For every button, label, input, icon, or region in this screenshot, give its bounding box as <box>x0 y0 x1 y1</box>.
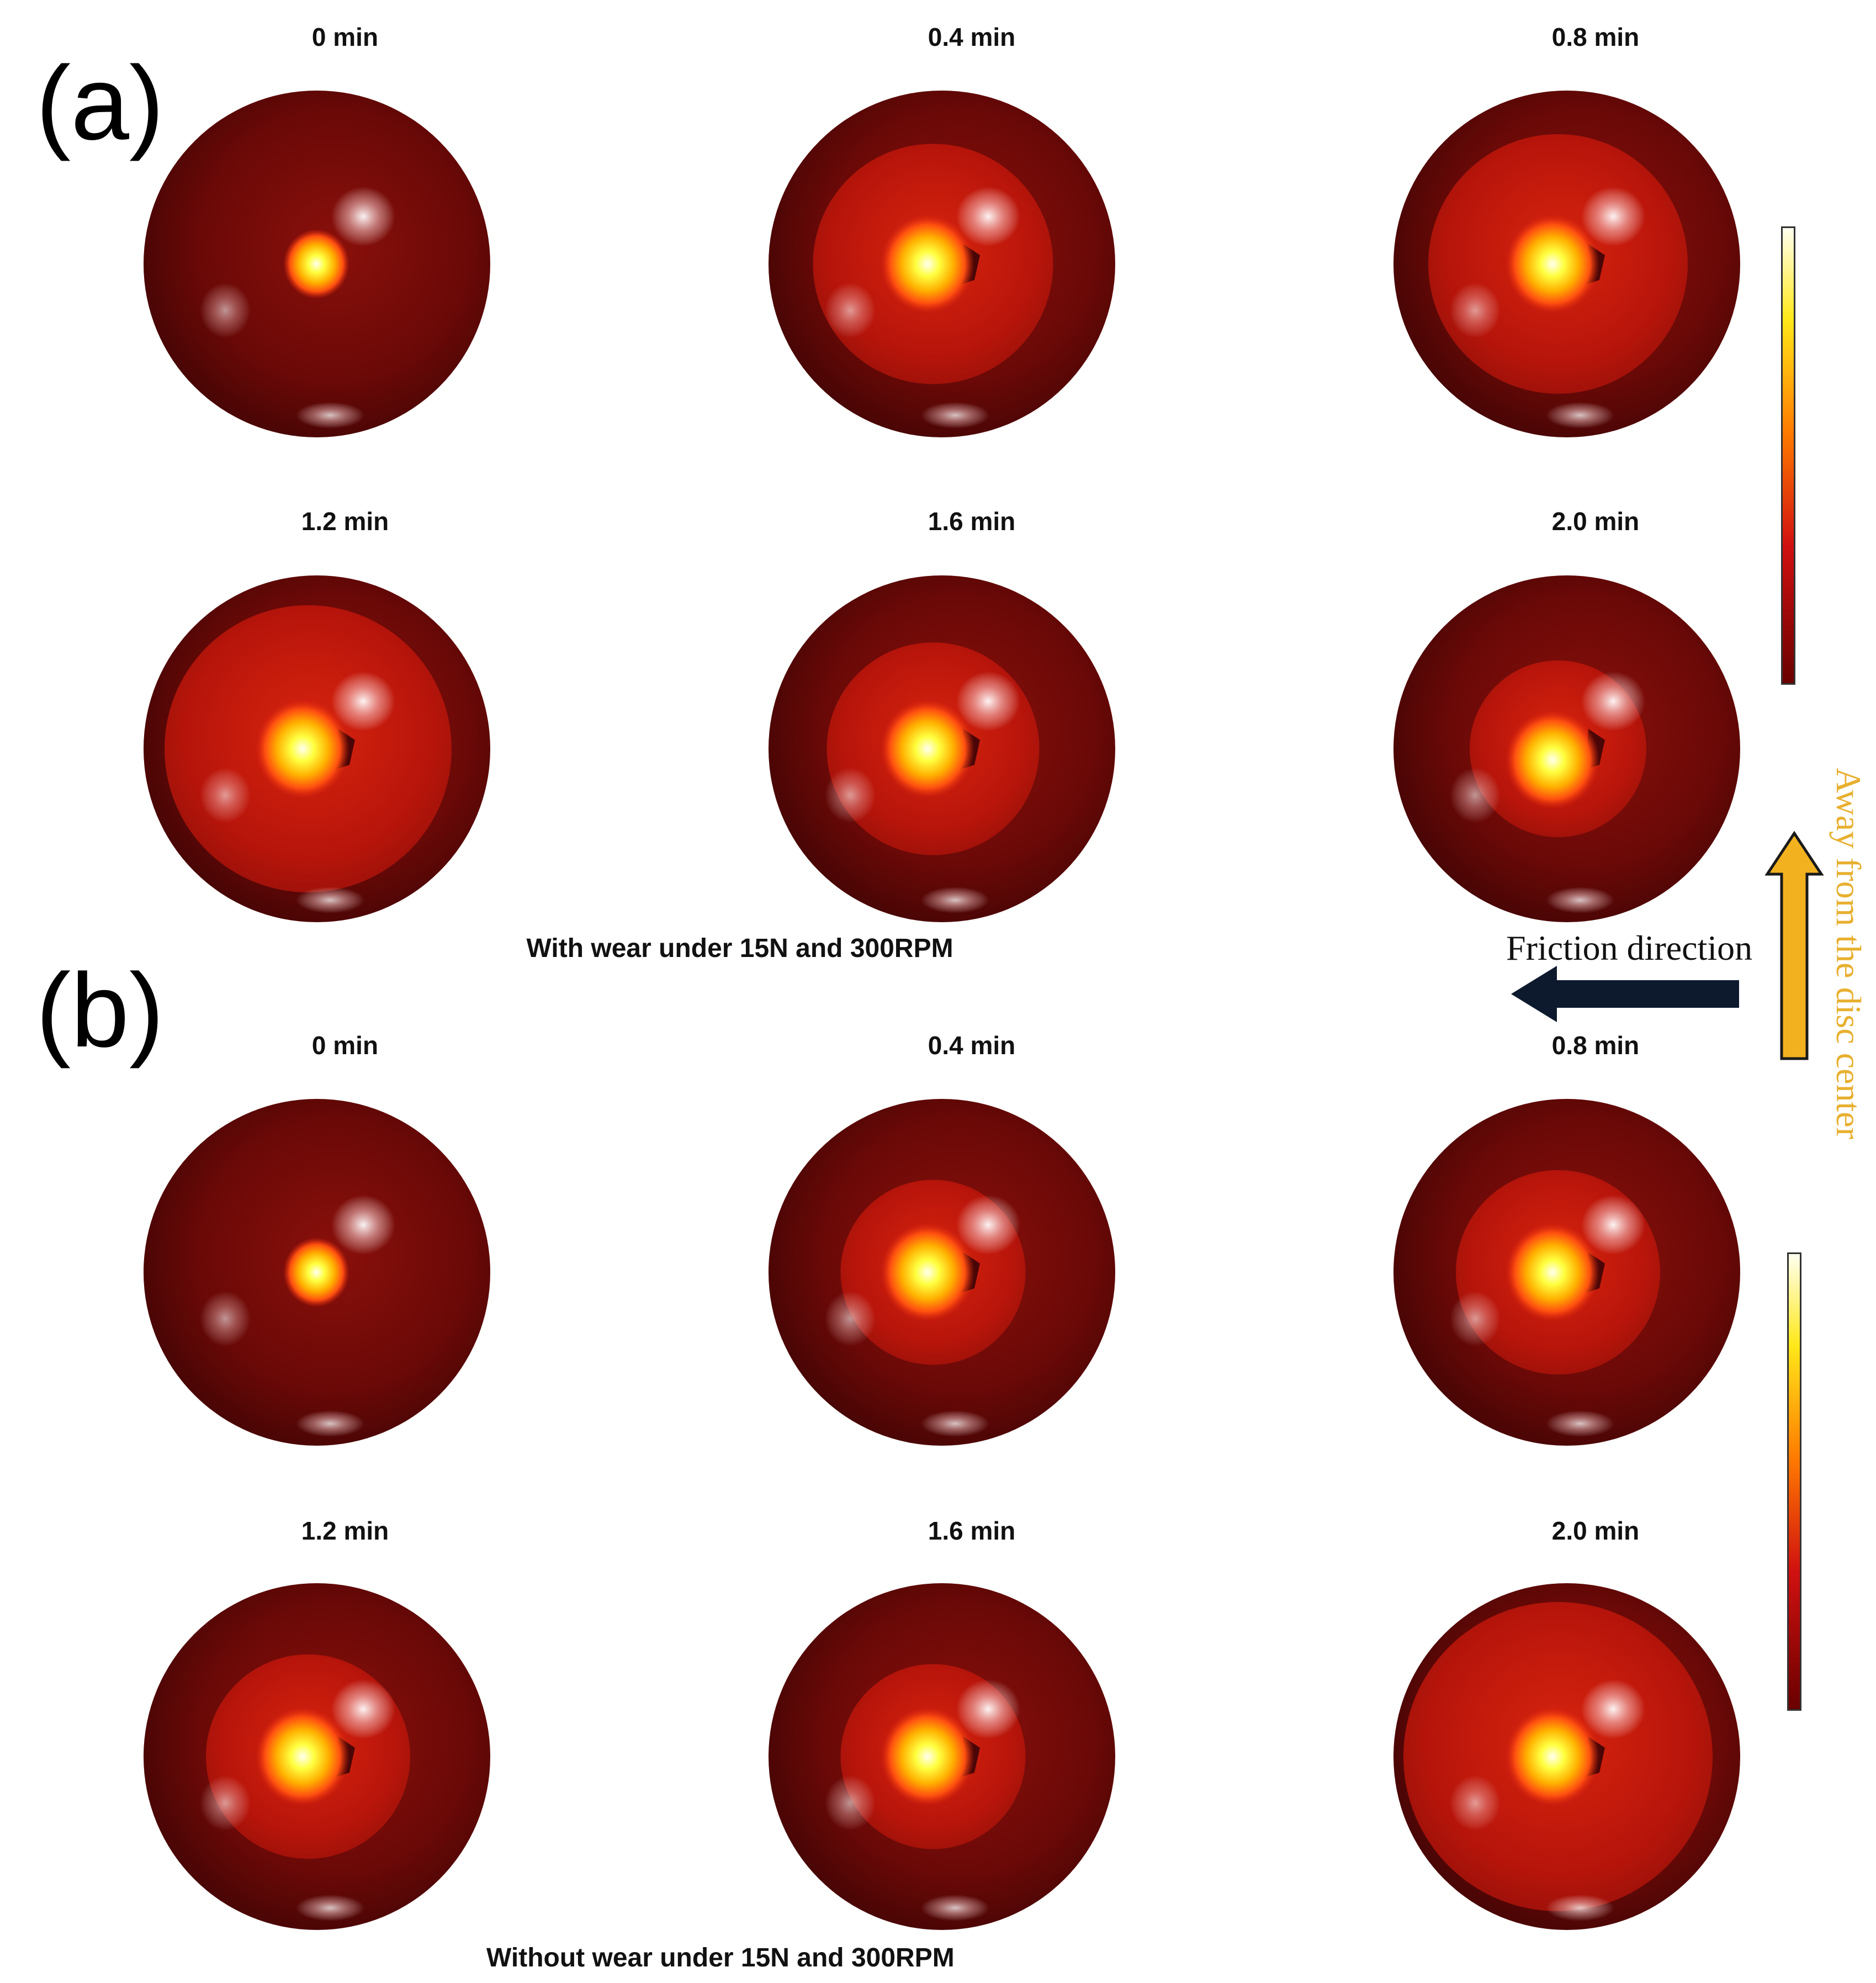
time-label: 1.6 min <box>928 507 1016 536</box>
hotspot <box>881 1707 974 1806</box>
time-label: 0.8 min <box>1551 23 1640 51</box>
temperature-sphere <box>142 1582 491 1931</box>
time-label: 0 min <box>311 23 379 51</box>
hotspot <box>1506 214 1599 314</box>
temperature-sphere <box>767 89 1116 438</box>
panel-caption-a: With wear under 15N and 300RPM <box>526 934 953 963</box>
hotspot <box>283 229 349 299</box>
panel-caption-b: Without wear under 15N and 300RPM <box>486 1943 955 1973</box>
time-label: 0.8 min <box>1551 1031 1640 1060</box>
sphere-graphic <box>1393 575 1740 922</box>
disc-center-label: Away from the disc center <box>1829 768 1868 1139</box>
sphere-graphic <box>144 91 490 437</box>
colorbar-a <box>1781 226 1795 685</box>
hotspot <box>881 214 974 314</box>
hotspot <box>881 1223 974 1322</box>
time-label: 1.2 min <box>301 1516 389 1545</box>
time-label: 0.4 min <box>928 1031 1016 1060</box>
temperature-sphere <box>142 89 491 438</box>
temperature-sphere <box>1392 574 1741 923</box>
sphere-graphic <box>769 575 1115 922</box>
temperature-sphere <box>1392 1098 1741 1447</box>
friction-direction-label: Friction direction <box>1506 928 1753 967</box>
hotspot <box>881 699 974 799</box>
sphere-graphic <box>144 1099 490 1446</box>
friction-arrow-icon <box>1511 966 1739 1022</box>
sphere-graphic <box>1393 1099 1740 1446</box>
sphere-graphic <box>769 1583 1115 1930</box>
disc-center-arrow-icon <box>1764 831 1824 1060</box>
temperature-sphere <box>767 1098 1116 1447</box>
hotspot <box>256 699 349 799</box>
sphere-graphic <box>1393 1583 1740 1930</box>
time-label: 1.6 min <box>928 1516 1016 1545</box>
sphere-graphic <box>144 575 490 922</box>
panel-letter-b: (b) <box>36 952 165 1069</box>
temperature-sphere <box>767 1582 1116 1931</box>
sphere-graphic <box>144 1583 490 1930</box>
time-label: 1.2 min <box>301 507 389 536</box>
hotspot <box>283 1238 349 1307</box>
time-label: 0.4 min <box>928 23 1016 51</box>
temperature-sphere <box>1392 1582 1741 1931</box>
temperature-sphere <box>1392 89 1741 438</box>
sphere-graphic <box>769 1099 1115 1446</box>
hotspot <box>256 1707 349 1806</box>
hotspot <box>1506 710 1599 810</box>
sphere-graphic <box>769 91 1115 437</box>
temperature-sphere <box>142 574 491 923</box>
temperature-sphere <box>767 574 1116 923</box>
colorbar-b <box>1787 1252 1801 1711</box>
panel-letter-a: (a) <box>36 45 165 162</box>
time-label: 2.0 min <box>1551 507 1640 536</box>
hotspot <box>1506 1223 1599 1322</box>
time-label: 2.0 min <box>1551 1516 1640 1545</box>
temperature-sphere <box>142 1098 491 1447</box>
hotspot <box>1506 1707 1599 1806</box>
time-label: 0 min <box>311 1031 379 1060</box>
sphere-graphic <box>1393 91 1740 437</box>
